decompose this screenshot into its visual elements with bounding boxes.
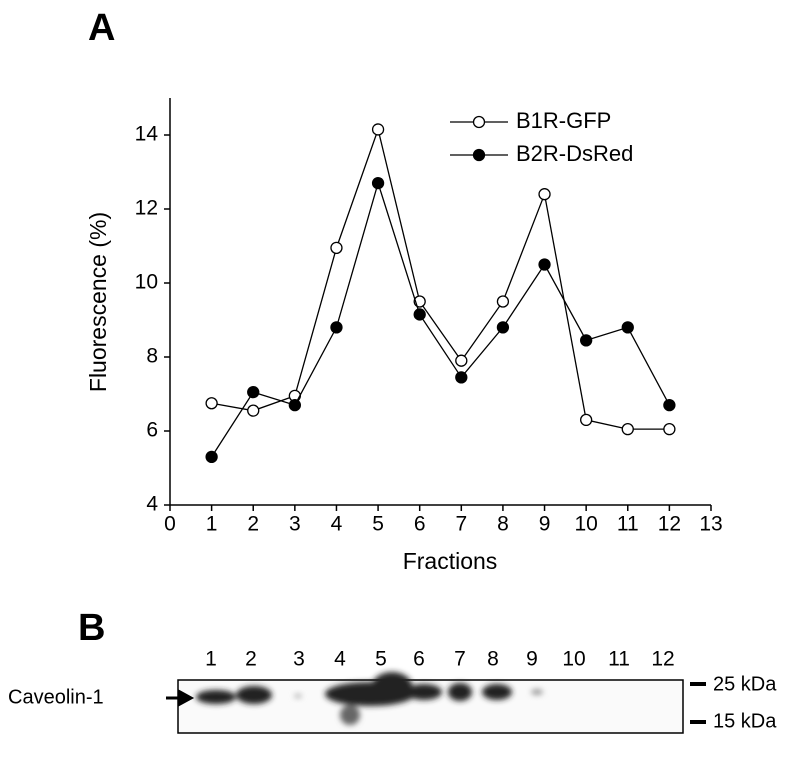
y-tick-label: 14 [135, 123, 159, 146]
point [247, 385, 260, 399]
point [330, 321, 343, 334]
legend-marker [472, 115, 486, 129]
point [580, 334, 593, 347]
protein-label: Caveolin-1 [8, 686, 104, 708]
x-tick-label: 9 [539, 513, 551, 536]
point [288, 398, 301, 412]
x-tick-label: 8 [497, 513, 509, 536]
point [330, 241, 343, 255]
point [621, 422, 634, 436]
arrow [166, 689, 195, 707]
marker-label: 25 kDa [713, 673, 777, 695]
x-tick-label: 2 [247, 513, 259, 536]
point [496, 321, 510, 334]
lane-label: 1 [205, 648, 217, 671]
x-tick-label: 3 [289, 513, 301, 536]
point [455, 371, 468, 384]
y-tick-label: 12 [135, 197, 158, 220]
point [371, 123, 385, 136]
point [247, 404, 260, 417]
legend-label: B2R-DsRed [516, 141, 633, 166]
lane-label: 9 [526, 648, 538, 671]
point [538, 258, 551, 271]
western-blot: 25 kDa 15 kDa Caveolin-1 [8, 672, 777, 734]
y-axis-label: Fluorescence (%) [85, 212, 111, 392]
x-axis-label: Fractions [403, 548, 498, 574]
bands [196, 672, 543, 725]
x-tick-label: 1 [206, 513, 218, 536]
lane-label: 6 [413, 648, 425, 671]
point [205, 450, 218, 464]
point [538, 188, 551, 201]
panel-label: B [78, 607, 105, 649]
legend-label: B1R-GFP [516, 108, 611, 133]
x-tick-label: 10 [574, 513, 597, 536]
point [621, 321, 634, 334]
lane-label: 3 [293, 648, 305, 671]
lane-label: 10 [562, 648, 585, 671]
x-tick-label: 7 [455, 513, 467, 536]
lane-label: 5 [375, 648, 387, 671]
point [580, 413, 593, 427]
marker-label: 15 kDa [713, 710, 777, 732]
point [663, 422, 676, 436]
series-line [211, 180, 670, 458]
lane-label: 11 [608, 648, 630, 671]
y-tick-label: 8 [146, 345, 158, 368]
x-tick-label: 5 [372, 513, 384, 536]
point [496, 295, 510, 308]
panel-label: A [88, 7, 115, 49]
y-tick-label: 10 [135, 271, 158, 294]
x-tick-label: 0 [164, 513, 176, 536]
x-tick-label: 11 [617, 513, 639, 536]
point [413, 308, 426, 321]
legend-marker [472, 148, 486, 162]
x-tick-label: 12 [658, 513, 681, 536]
lane-label: 4 [334, 648, 346, 671]
point [455, 354, 468, 367]
lane-label: 7 [454, 648, 466, 671]
y-tick-label: 6 [146, 419, 158, 442]
series-line [211, 127, 670, 430]
lane-label: 2 [245, 648, 257, 671]
y-tick-label: 4 [146, 493, 158, 516]
lane-label: 12 [651, 648, 674, 671]
x-tick-label: 6 [414, 513, 426, 536]
point [663, 398, 676, 412]
lane-label: 8 [487, 648, 499, 671]
x-tick-label: 4 [331, 513, 343, 536]
point [371, 176, 385, 190]
point [205, 397, 218, 410]
x-tick-label: 13 [699, 513, 722, 536]
